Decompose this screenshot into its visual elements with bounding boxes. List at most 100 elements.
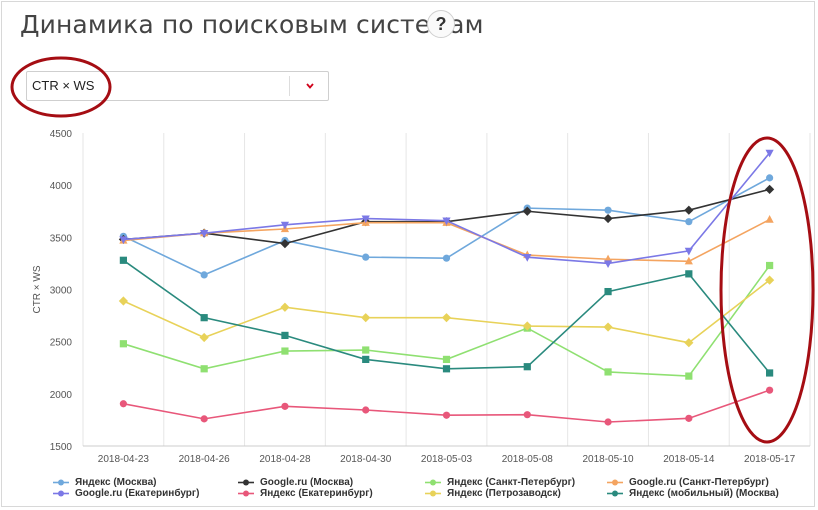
- data-point[interactable]: [361, 215, 370, 224]
- data-point[interactable]: [442, 217, 451, 226]
- data-point[interactable]: [200, 230, 209, 238]
- data-point[interactable]: [684, 256, 693, 265]
- legend-symbol-icon: [607, 479, 623, 486]
- data-point[interactable]: [523, 363, 531, 371]
- data-point[interactable]: [684, 338, 694, 348]
- series-line: [123, 152, 771, 265]
- data-point[interactable]: [766, 386, 774, 394]
- data-point[interactable]: [765, 184, 775, 194]
- chevron-down-icon[interactable]: [304, 81, 316, 91]
- legend-symbol-icon: [53, 490, 69, 497]
- legend-item[interactable]: Яндекс (мобильный) (Москва): [607, 488, 779, 499]
- legend-symbol-icon: [53, 479, 69, 486]
- legend-item[interactable]: Google.ru (Санкт-Петербург): [607, 477, 769, 488]
- legend-label: Google.ru (Екатеринбург): [75, 488, 200, 499]
- data-point[interactable]: [200, 314, 208, 322]
- data-point[interactable]: [280, 221, 290, 230]
- data-point[interactable]: [685, 372, 693, 380]
- data-point[interactable]: [199, 332, 209, 343]
- legend-label: Google.ru (Москва): [260, 477, 354, 488]
- x-tick-label: 2018-05-08: [502, 454, 554, 465]
- series-line: [123, 188, 770, 245]
- legend-symbol-icon: [425, 490, 441, 497]
- highlight-ellipse-last-date: [719, 136, 815, 444]
- data-point[interactable]: [362, 346, 370, 354]
- y-tick-label: 2500: [50, 338, 73, 349]
- data-point[interactable]: [200, 365, 208, 373]
- x-tick-label: 2018-05-14: [663, 454, 715, 465]
- legend-label: Яндекс (Санкт-Петербург): [447, 477, 576, 488]
- legend-item[interactable]: Яндекс (Петрозаводск): [425, 488, 561, 499]
- legend-label: Google.ru (Санкт-Петербург): [629, 477, 769, 488]
- data-point[interactable]: [522, 206, 532, 216]
- data-point[interactable]: [765, 275, 775, 285]
- x-tick-label: 2018-05-17: [744, 454, 796, 465]
- data-point[interactable]: [522, 321, 532, 331]
- data-point[interactable]: [362, 355, 370, 364]
- legend-symbol-icon: [607, 490, 623, 497]
- legend-label: Яндекс (мобильный) (Москва): [629, 488, 779, 499]
- data-point[interactable]: [442, 355, 451, 364]
- data-point[interactable]: [603, 260, 613, 269]
- data-point[interactable]: [523, 411, 531, 419]
- data-point[interactable]: [442, 254, 451, 262]
- data-point[interactable]: [362, 253, 370, 261]
- help-button[interactable]: ?: [427, 10, 455, 38]
- y-tick-label: 2000: [50, 390, 73, 401]
- data-point[interactable]: [604, 418, 612, 426]
- data-point[interactable]: [280, 238, 290, 249]
- x-tick-label: 2018-05-10: [582, 454, 634, 465]
- legend-item[interactable]: Яндекс (Санкт-Петербург): [425, 477, 575, 488]
- data-point[interactable]: [604, 287, 612, 296]
- data-point[interactable]: [765, 149, 774, 158]
- y-tick-label: 3500: [50, 233, 73, 244]
- data-point[interactable]: [281, 331, 289, 340]
- legend-item[interactable]: Google.ru (Екатеринбург): [53, 488, 199, 499]
- data-point[interactable]: [766, 369, 774, 377]
- data-point[interactable]: [200, 415, 208, 423]
- data-point[interactable]: [685, 270, 693, 278]
- x-tick-label: 2018-04-26: [179, 454, 231, 465]
- y-axis-label: CTR × WS: [32, 265, 43, 313]
- legend-label: Яндекс (Екатеринбург): [260, 488, 373, 499]
- data-point[interactable]: [603, 322, 613, 332]
- metric-select-value: CTR × WS: [32, 78, 95, 93]
- data-point[interactable]: [119, 400, 127, 408]
- data-point[interactable]: [281, 347, 289, 355]
- data-point[interactable]: [119, 256, 127, 264]
- data-point[interactable]: [766, 174, 774, 182]
- legend-item[interactable]: Google.ru (Москва): [238, 477, 353, 488]
- data-point[interactable]: [684, 247, 693, 256]
- y-tick-label: 3000: [50, 286, 73, 297]
- x-tick-label: 2018-04-23: [98, 454, 150, 465]
- data-point[interactable]: [766, 261, 774, 270]
- page-title: Динамика по поисковым системам: [20, 10, 484, 39]
- data-point[interactable]: [442, 365, 451, 373]
- metric-select[interactable]: CTR × WS: [26, 71, 329, 101]
- data-point[interactable]: [684, 205, 694, 215]
- y-tick-label: 1500: [50, 442, 73, 453]
- data-point[interactable]: [765, 214, 774, 223]
- data-point[interactable]: [119, 236, 128, 245]
- data-point[interactable]: [280, 302, 290, 312]
- data-point[interactable]: [442, 411, 451, 419]
- data-point[interactable]: [441, 313, 452, 323]
- data-point[interactable]: [200, 271, 208, 279]
- select-divider: [289, 76, 290, 96]
- data-point[interactable]: [281, 402, 289, 410]
- data-point[interactable]: [685, 218, 693, 226]
- data-point[interactable]: [361, 313, 371, 323]
- data-point[interactable]: [362, 406, 370, 414]
- legend-item[interactable]: Яндекс (Екатеринбург): [238, 488, 373, 499]
- y-tick-label: 4000: [50, 181, 73, 192]
- legend-item[interactable]: Яндекс (Москва): [53, 477, 156, 488]
- data-point[interactable]: [523, 254, 532, 262]
- data-point[interactable]: [604, 206, 612, 214]
- data-point[interactable]: [604, 368, 612, 376]
- data-point[interactable]: [685, 414, 693, 422]
- x-tick-label: 2018-05-03: [421, 454, 473, 465]
- data-point[interactable]: [119, 340, 127, 348]
- data-point[interactable]: [603, 213, 613, 224]
- data-point[interactable]: [118, 296, 128, 306]
